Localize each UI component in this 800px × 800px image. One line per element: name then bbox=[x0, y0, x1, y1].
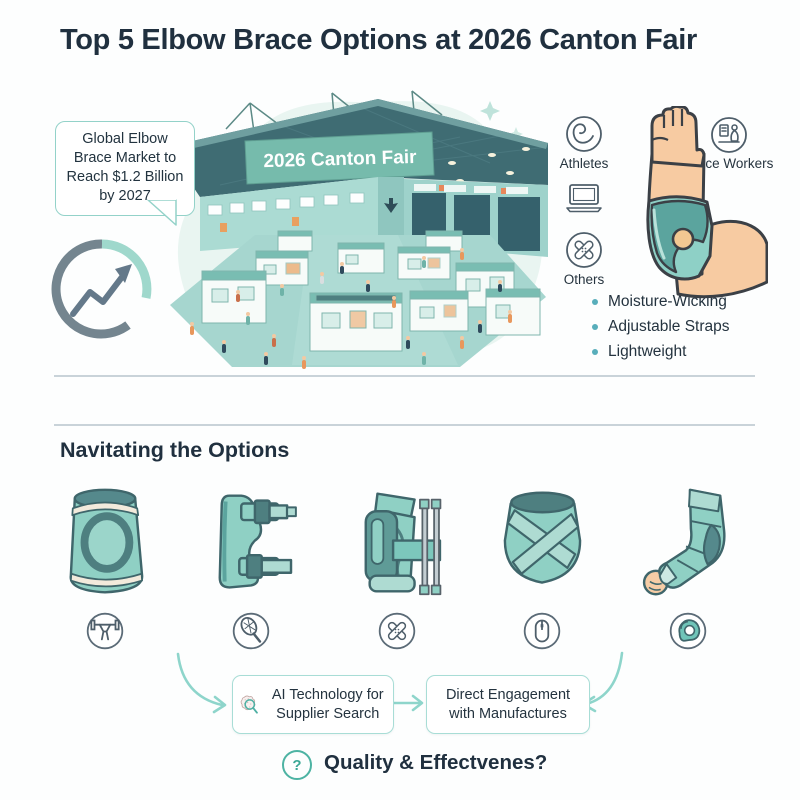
product-elbow-wrap bbox=[482, 482, 602, 604]
feature-item: Adjustable Straps bbox=[592, 318, 772, 336]
canton-fair-banner: 2026 Canton Fair bbox=[244, 131, 435, 185]
weightlifter-icon bbox=[45, 610, 165, 652]
section-heading: Navitating the Options bbox=[60, 438, 290, 462]
elbow-brace-arm-illustration bbox=[646, 106, 768, 299]
flow-step2-label: Direct Engagement with Manufactures bbox=[445, 686, 571, 722]
sparkle-icon bbox=[480, 101, 500, 121]
divider-top bbox=[54, 375, 755, 377]
computer-mouse-icon bbox=[482, 610, 602, 652]
question-circle-icon: ? bbox=[282, 750, 312, 780]
flow-step-direct-engagement: Direct Engagement with Manufactures bbox=[426, 675, 590, 734]
product-hinged-brace bbox=[337, 482, 457, 604]
brain-search-icon bbox=[240, 695, 258, 714]
flow-step1-label: AI Technology for Supplier Search bbox=[271, 686, 384, 722]
market-callout: Global Elbow Brace Market to Reach $1.2 … bbox=[55, 121, 195, 216]
bullet-dot bbox=[592, 299, 598, 305]
crossed-bandages-icon bbox=[337, 610, 457, 652]
exhibition-booths bbox=[201, 230, 541, 352]
product-strap-brace bbox=[191, 482, 311, 604]
laptop-icon bbox=[566, 184, 602, 213]
wall-windows bbox=[207, 192, 365, 216]
callout-tail bbox=[147, 198, 177, 226]
page-title: Top 5 Elbow Brace Options at 2026 Canton… bbox=[60, 24, 697, 56]
exhibition-hall-illustration: 2026 Canton Fair bbox=[166, 90, 549, 369]
feature-item: Lightweight bbox=[592, 343, 772, 361]
bullet-dot bbox=[592, 349, 598, 355]
product-icons-row bbox=[45, 610, 748, 652]
office-worker-icon bbox=[711, 117, 747, 153]
svg-text:2026 Canton Fair: 2026 Canton Fair bbox=[263, 147, 417, 172]
audience-label-others-left: Others bbox=[563, 272, 605, 287]
crossed-bandages-icon bbox=[566, 232, 602, 268]
divider-bottom bbox=[54, 424, 755, 426]
sparkle-icon bbox=[509, 127, 523, 141]
audience-label-office-workers: Office Workers bbox=[684, 156, 774, 171]
bullet-dot bbox=[592, 324, 598, 330]
footer-question: Quality & Effectvenes? bbox=[324, 751, 548, 774]
products-row bbox=[45, 482, 748, 604]
curved-arrow-left bbox=[176, 652, 224, 707]
product-compression-sleeve bbox=[45, 482, 165, 604]
right-windows bbox=[414, 184, 528, 194]
growth-arc-arrow-icon bbox=[51, 239, 152, 339]
helmet-icon bbox=[628, 610, 748, 652]
flow-step-ai-search: AI Technology for Supplier Search bbox=[232, 675, 394, 734]
tennis-racket-icon bbox=[191, 610, 311, 652]
crowd-figures bbox=[190, 248, 512, 369]
flexed-bicep-icon bbox=[566, 116, 602, 152]
product-arm-sleeve bbox=[628, 482, 748, 604]
audience-label-athletes: Athletes bbox=[559, 156, 609, 171]
curved-arrow-right bbox=[584, 651, 624, 706]
market-callout-text: Global Elbow Brace Market to Reach $1.2 … bbox=[66, 131, 184, 205]
